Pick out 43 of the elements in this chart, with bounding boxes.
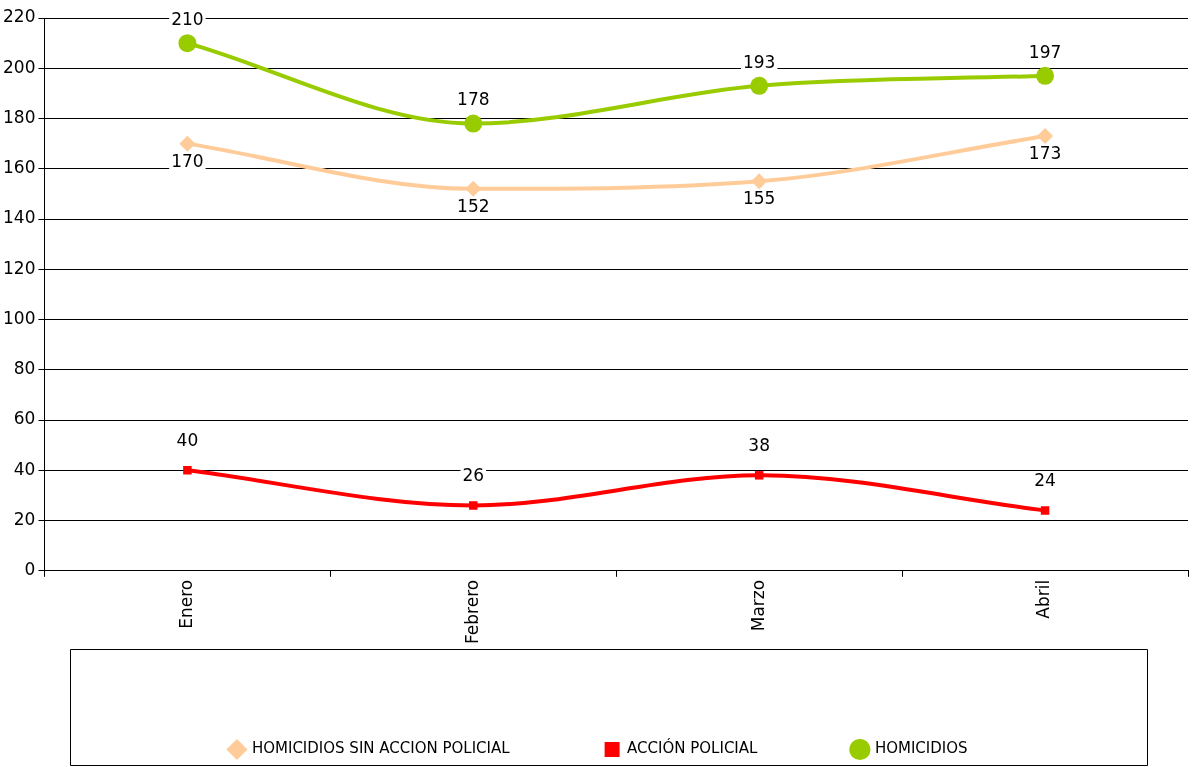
data-label: 155: [742, 188, 776, 209]
x-tick-label: Abril: [1033, 579, 1054, 619]
y-tick-label: 40: [13, 458, 36, 479]
x-tick-label: Marzo: [747, 579, 768, 632]
x-tick-label: Enero: [175, 579, 196, 629]
data-label: 178: [457, 89, 490, 110]
point: [751, 173, 768, 190]
y-tick-label: 140: [2, 207, 36, 228]
data-label: 38: [748, 435, 770, 456]
legend-label: HOMICIDIOS: [874, 739, 968, 758]
data-label: 26: [462, 465, 485, 486]
y-tick-label: 160: [2, 157, 36, 178]
data-label: 152: [457, 195, 490, 216]
data-label: 24: [1034, 470, 1056, 491]
y-tick-label: 200: [2, 56, 36, 77]
y-tick-label: 180: [2, 106, 36, 127]
legend-label: ACCIÓN POLICIAL: [627, 738, 759, 758]
point: [465, 180, 482, 197]
y-tick-label: 100: [2, 307, 36, 328]
point: [750, 76, 769, 95]
point: [183, 466, 192, 475]
point: [754, 471, 764, 480]
y-tick-label: 20: [13, 508, 36, 529]
point: [1036, 66, 1055, 85]
data-label: 173: [1028, 143, 1062, 164]
y-tick-label: 220: [2, 6, 36, 27]
point: [1040, 506, 1050, 515]
data-label: 170: [171, 150, 204, 171]
point: [1037, 128, 1054, 145]
data-label: 210: [171, 9, 204, 30]
point: [179, 135, 196, 152]
data-label: 197: [1028, 41, 1062, 62]
y-tick-label: 120: [2, 257, 36, 278]
y-tick-label: 80: [13, 358, 36, 379]
legend-label: HOMICIDIOS SIN ACCION POLICIAL: [251, 739, 511, 758]
point: [469, 501, 478, 510]
y-tick-label: 0: [24, 559, 36, 580]
x-tick-label: Febrero: [461, 579, 482, 645]
point: [178, 34, 197, 53]
data-label: 193: [742, 51, 776, 72]
point: [464, 114, 483, 133]
data-label: 40: [176, 430, 199, 451]
y-tick-label: 60: [13, 408, 36, 429]
